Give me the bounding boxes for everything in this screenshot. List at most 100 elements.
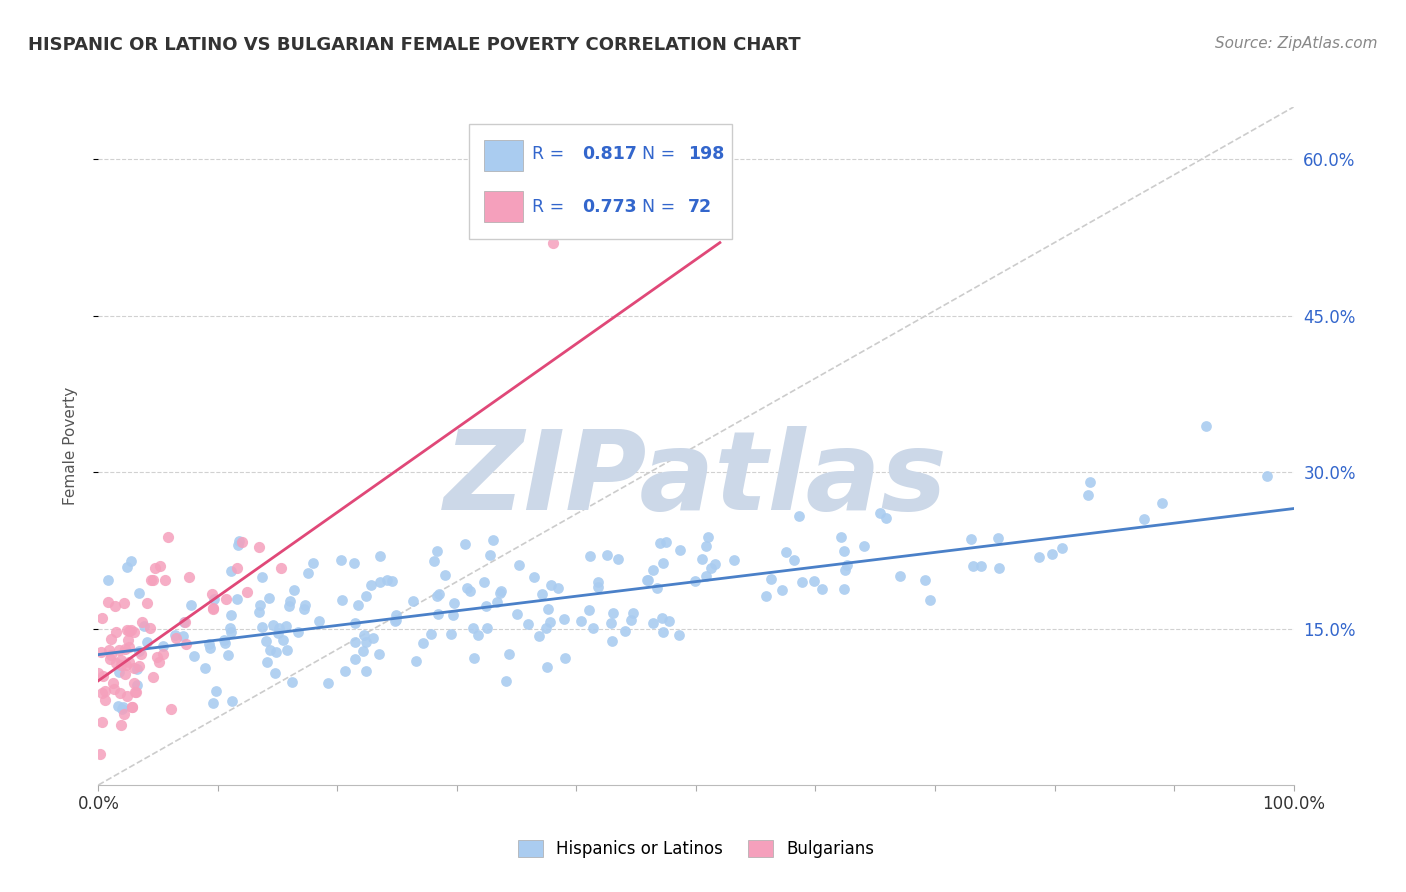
Point xyxy=(361,631,384,645)
Point xyxy=(128,586,150,600)
Point xyxy=(412,636,434,650)
Point xyxy=(333,664,356,678)
Text: 72: 72 xyxy=(688,198,711,217)
Point xyxy=(118,640,141,655)
Point xyxy=(157,530,180,544)
Point xyxy=(122,625,145,640)
Text: 0.773: 0.773 xyxy=(582,198,637,217)
Point xyxy=(276,643,298,657)
Point xyxy=(835,558,858,572)
Point xyxy=(482,533,505,548)
Point xyxy=(128,644,150,658)
Point xyxy=(755,589,778,603)
Point xyxy=(231,535,253,549)
Point xyxy=(198,637,221,651)
Point xyxy=(536,621,558,635)
Point xyxy=(110,718,132,732)
Point xyxy=(94,684,117,698)
Point xyxy=(132,619,155,633)
Point xyxy=(202,601,225,615)
Point xyxy=(1050,541,1073,555)
Point xyxy=(607,551,630,566)
Point xyxy=(105,656,128,670)
Point xyxy=(278,599,301,614)
Point xyxy=(578,603,600,617)
Point xyxy=(354,635,377,649)
Point xyxy=(368,549,391,563)
Point xyxy=(115,560,138,574)
Point xyxy=(194,661,217,675)
Point xyxy=(153,573,176,587)
Point xyxy=(125,677,148,691)
Point xyxy=(344,635,367,649)
Point xyxy=(540,578,562,592)
Point xyxy=(463,650,485,665)
Point xyxy=(651,625,673,640)
Point xyxy=(759,572,782,586)
Point xyxy=(456,581,478,595)
Point xyxy=(270,561,292,575)
Point xyxy=(103,682,125,697)
Point xyxy=(176,637,198,651)
Point xyxy=(202,601,225,615)
Point xyxy=(360,578,382,592)
Point xyxy=(115,658,138,673)
Point xyxy=(226,591,249,606)
Point xyxy=(655,534,678,549)
Text: ZIPatlas: ZIPatlas xyxy=(444,426,948,533)
Point xyxy=(472,574,495,589)
Point xyxy=(278,593,301,607)
Point xyxy=(402,594,425,608)
Point xyxy=(121,699,143,714)
Point xyxy=(202,591,225,606)
Point xyxy=(114,667,136,681)
Legend: Hispanics or Latinos, Bulgarians: Hispanics or Latinos, Bulgarians xyxy=(510,833,882,864)
Point xyxy=(125,662,148,676)
Point xyxy=(110,658,132,673)
Point xyxy=(219,625,242,640)
Text: 0.817: 0.817 xyxy=(582,145,637,163)
Point xyxy=(107,699,129,714)
Point xyxy=(112,596,135,610)
Point xyxy=(283,583,305,598)
Point xyxy=(443,596,465,610)
Point xyxy=(200,640,222,655)
Point xyxy=(353,628,375,642)
Point xyxy=(651,611,673,625)
Point xyxy=(108,643,131,657)
Point xyxy=(643,563,665,577)
Point xyxy=(621,606,644,620)
Point xyxy=(420,627,443,641)
Point xyxy=(103,675,125,690)
Point xyxy=(987,531,1010,545)
Point xyxy=(588,574,610,589)
Text: N =: N = xyxy=(643,198,681,217)
Text: Source: ZipAtlas.com: Source: ZipAtlas.com xyxy=(1215,36,1378,51)
Point xyxy=(1133,512,1156,526)
Point xyxy=(94,693,117,707)
Point xyxy=(118,655,141,669)
Point xyxy=(969,558,991,573)
Point xyxy=(920,592,942,607)
Point xyxy=(152,647,174,661)
Point xyxy=(104,599,127,614)
Point xyxy=(685,574,707,588)
Point xyxy=(281,675,304,690)
Point xyxy=(112,707,135,722)
Point xyxy=(375,573,398,587)
Point xyxy=(1028,550,1050,565)
Point xyxy=(91,714,114,729)
Point xyxy=(172,629,194,643)
Point xyxy=(783,553,806,567)
Point xyxy=(454,537,477,551)
Point xyxy=(276,619,298,633)
Point xyxy=(516,617,538,632)
Point xyxy=(135,596,157,610)
Point xyxy=(959,532,981,546)
Point xyxy=(262,618,284,632)
Point xyxy=(228,534,250,549)
Point xyxy=(217,648,239,662)
Point xyxy=(267,626,290,640)
Point xyxy=(579,549,602,563)
Point xyxy=(247,541,270,555)
